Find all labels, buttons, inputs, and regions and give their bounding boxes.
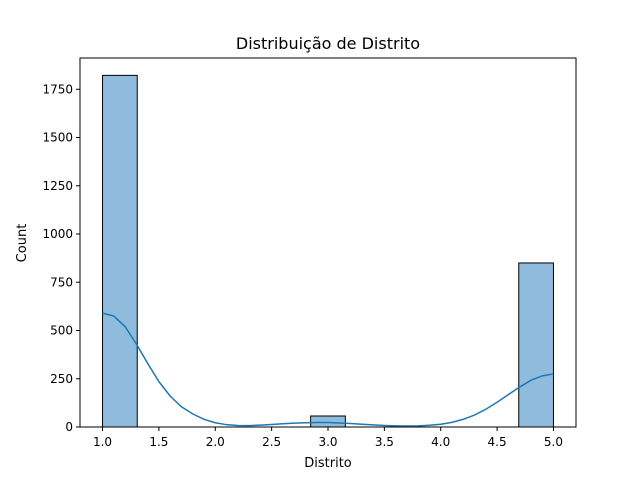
y-tick-label: 1750 bbox=[42, 82, 73, 96]
y-tick-label: 1000 bbox=[42, 227, 73, 241]
y-tick-label: 0 bbox=[65, 420, 73, 434]
x-tick-label: 3.0 bbox=[318, 435, 337, 449]
x-tick-label: 2.0 bbox=[206, 435, 225, 449]
x-tick-label: 5.0 bbox=[544, 435, 563, 449]
histogram-bar-0 bbox=[102, 74, 138, 428]
histogram-bar-6 bbox=[310, 415, 346, 428]
kde-curve bbox=[102, 312, 554, 427]
y-tick-label: 1500 bbox=[42, 131, 73, 145]
y-axis-ticks: 0 250 500 750 1000 1250 1500 1750 bbox=[42, 82, 80, 434]
y-axis-label: Count bbox=[15, 224, 30, 263]
histogram-bar-12 bbox=[518, 262, 554, 428]
histogram-bars bbox=[102, 74, 554, 428]
chart-title: Distribuição de Distrito bbox=[236, 34, 420, 53]
x-tick-label: 4.0 bbox=[431, 435, 450, 449]
y-tick-label: 1250 bbox=[42, 179, 73, 193]
x-axis-ticks: 1.0 1.5 2.0 2.5 3.0 3.5 4.0 4.5 5.0 bbox=[93, 427, 563, 449]
x-tick-label: 2.5 bbox=[262, 435, 281, 449]
y-tick-label: 750 bbox=[50, 275, 73, 289]
y-tick-label: 500 bbox=[50, 324, 73, 338]
x-tick-label: 1.0 bbox=[93, 435, 112, 449]
x-axis-label: Distrito bbox=[304, 456, 352, 471]
x-tick-label: 1.5 bbox=[149, 435, 168, 449]
y-tick-label: 250 bbox=[50, 372, 73, 386]
x-tick-label: 3.5 bbox=[375, 435, 394, 449]
x-tick-label: 4.5 bbox=[488, 435, 507, 449]
